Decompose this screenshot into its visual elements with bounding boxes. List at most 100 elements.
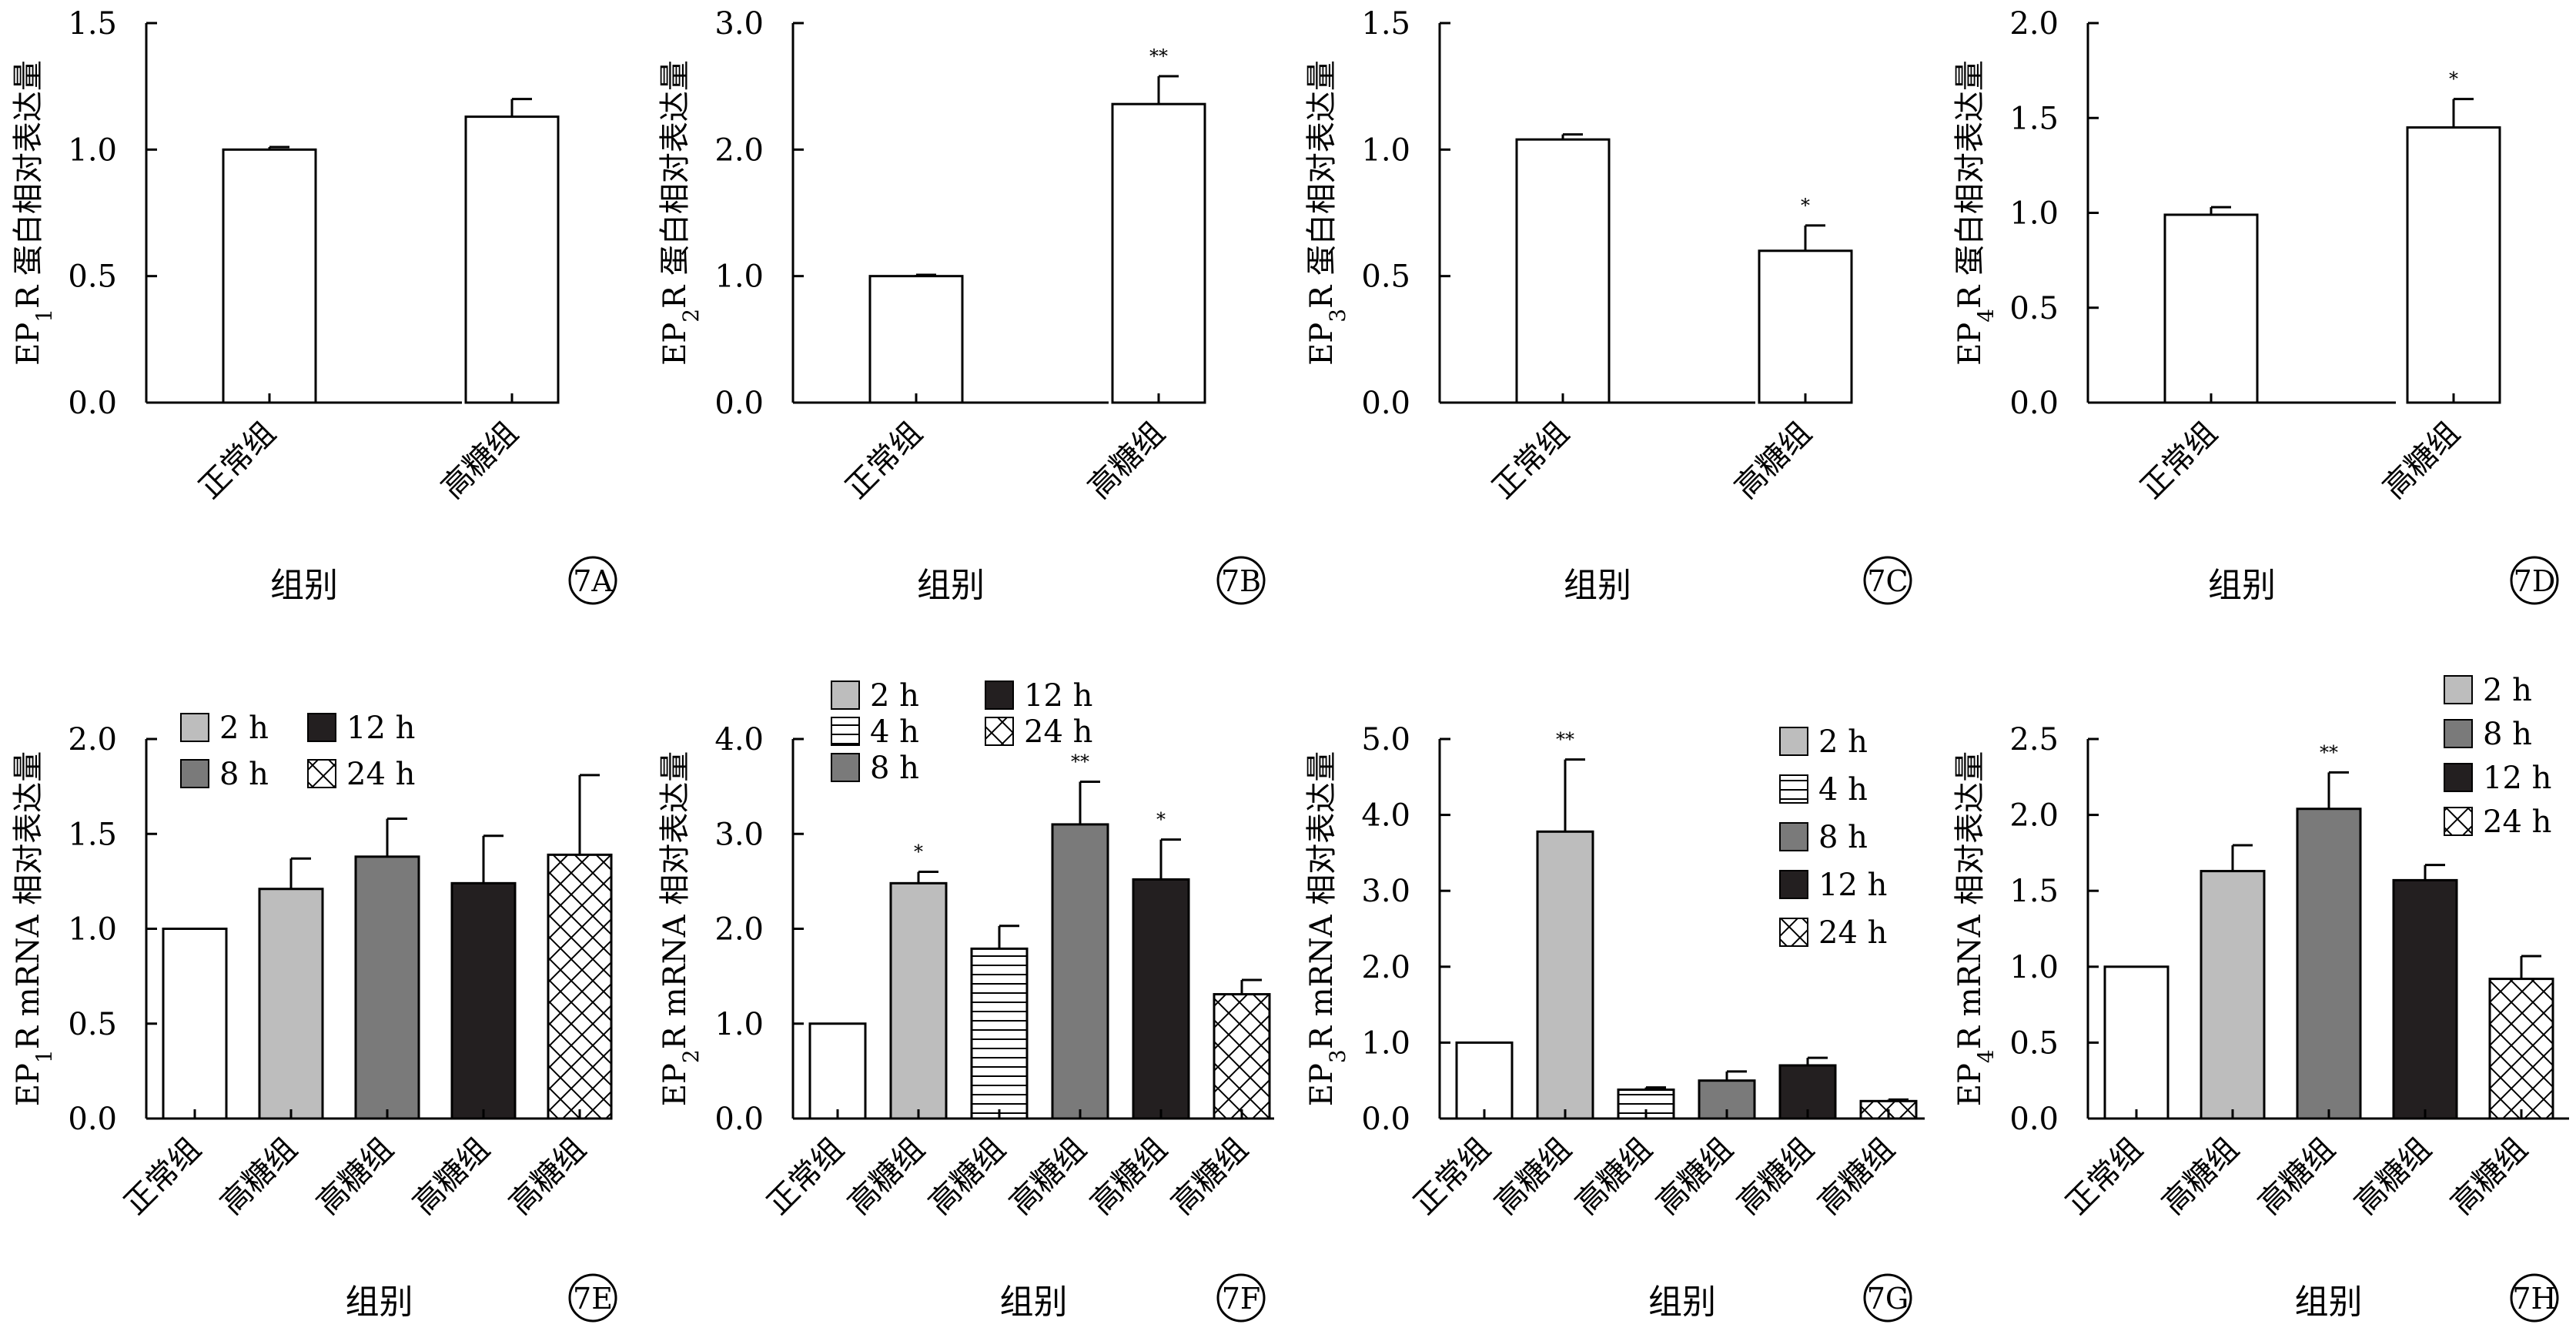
y-axis-label: EP2R 蛋白相对表达量 xyxy=(657,60,704,366)
legend-label: 4 h xyxy=(1818,772,1868,808)
x-axis-label: 组别 xyxy=(2208,566,2276,605)
category-label: 高糖组 xyxy=(503,1132,593,1222)
bar xyxy=(1536,830,1594,1120)
category-label: 高糖组 xyxy=(1812,1132,1902,1222)
y-tick-label: 1.5 xyxy=(2009,874,2059,909)
x-axis-label: 组别 xyxy=(346,1282,413,1322)
category-label: 高糖组 xyxy=(1003,1132,1093,1222)
significance-mark: * xyxy=(1156,809,1166,831)
bar xyxy=(1111,102,1206,404)
panel-label: 7F xyxy=(1222,1282,1261,1316)
legend-label: 2 h xyxy=(1818,724,1868,760)
legend-label: 2 h xyxy=(219,711,269,746)
legend-label: 12 h xyxy=(346,711,415,746)
legend-swatch xyxy=(2444,807,2473,836)
y-tick-label: 1.5 xyxy=(68,6,117,42)
y-tick-label: 3.0 xyxy=(714,817,764,852)
y-axis-label-sub: 3 xyxy=(1325,309,1350,323)
bar xyxy=(464,115,560,404)
legend-swatch xyxy=(2444,763,2473,792)
bar xyxy=(2488,978,2554,1120)
legend-label: 8 h xyxy=(219,757,269,792)
legend-swatch xyxy=(831,717,860,746)
y-tick-label: 3.0 xyxy=(1361,874,1410,909)
y-tick-label: 2.0 xyxy=(714,912,764,948)
y-tick-label: 0.5 xyxy=(2009,1025,2059,1061)
legend-label: 24 h xyxy=(1024,714,1092,750)
bar xyxy=(162,928,228,1120)
legend: 2 h 12 h 4 h 24 h 8 h xyxy=(831,678,1092,786)
y-tick-label: 1.0 xyxy=(68,132,117,168)
bar xyxy=(1758,249,1853,404)
y-tick-label: 2.0 xyxy=(1361,950,1410,985)
y-tick-label: 1.5 xyxy=(2009,101,2059,136)
legend-label: 8 h xyxy=(870,751,919,786)
category-label: 高糖组 xyxy=(435,416,525,506)
y-tick-label: 1.0 xyxy=(714,1007,764,1042)
legend-swatch xyxy=(985,717,1014,746)
category-label: 高糖组 xyxy=(214,1132,304,1222)
y-tick-label: 1.5 xyxy=(1361,6,1410,42)
y-tick-label: 2.5 xyxy=(2009,722,2059,757)
y-axis-label-sub: 1 xyxy=(32,309,57,323)
y-axis-label-post: R 蛋白相对表达量 xyxy=(1952,60,1988,309)
category-label: 高糖组 xyxy=(841,1132,932,1222)
y-tick-label: 0.0 xyxy=(1361,1102,1410,1137)
legend-swatch xyxy=(831,753,860,782)
y-tick-label: 0.0 xyxy=(2009,1102,2059,1137)
y-tick-label: 2.0 xyxy=(2009,6,2059,42)
y-axis-label-sub: 2 xyxy=(678,309,704,323)
y-tick-label: 0.0 xyxy=(68,1102,117,1137)
bar xyxy=(808,1022,867,1120)
legend-label: 12 h xyxy=(1818,868,1887,903)
bar xyxy=(222,148,317,404)
category-label: 高糖组 xyxy=(2252,1132,2342,1222)
significance-mark: ** xyxy=(1071,751,1089,772)
category-label: 高糖组 xyxy=(1650,1132,1740,1222)
legend-swatch xyxy=(1779,774,1808,804)
panel-label: 7G xyxy=(1867,1282,1909,1316)
y-tick-label: 4.0 xyxy=(714,722,764,757)
y-tick-label: 2.0 xyxy=(2009,798,2059,834)
legend-swatch xyxy=(1779,727,1808,756)
legend-label: 12 h xyxy=(1024,678,1092,714)
category-label: 高糖组 xyxy=(1084,1132,1174,1222)
y-tick-label: 0.5 xyxy=(68,1007,117,1042)
significance-mark: ** xyxy=(1556,729,1574,751)
category-label: 高糖组 xyxy=(1731,1132,1821,1222)
y-tick-label: 2.0 xyxy=(714,132,764,168)
bar xyxy=(970,947,1029,1120)
y-tick-label: 1.0 xyxy=(1361,1025,1410,1061)
bar xyxy=(2392,878,2458,1120)
y-axis-label-pre: EP xyxy=(1304,1063,1340,1106)
y-tick-label: 1.0 xyxy=(2009,196,2059,232)
panel-label: 7H xyxy=(2512,1282,2556,1316)
bar xyxy=(1455,1041,1514,1120)
significance-mark: * xyxy=(2449,69,2458,90)
x-axis-label: 组别 xyxy=(917,566,985,605)
panel-label: 7B xyxy=(1221,564,1261,598)
legend-swatch xyxy=(2444,719,2473,748)
bar xyxy=(2200,870,2266,1120)
y-tick-label: 0.0 xyxy=(714,1102,764,1137)
category-label: 正常组 xyxy=(1486,416,1576,506)
category-label: 高糖组 xyxy=(2377,416,2467,506)
y-axis-label-post: R mRNA 相对表达量 xyxy=(11,751,46,1049)
legend-label: 24 h xyxy=(346,757,415,792)
legend-swatch xyxy=(1779,918,1808,947)
y-tick-label: 0.0 xyxy=(2009,386,2059,421)
y-axis-label-pre: EP xyxy=(11,1063,46,1106)
panel-label-circle xyxy=(1863,556,1912,605)
y-axis-label-post: R mRNA 相对表达量 xyxy=(1304,751,1340,1049)
y-axis-label-post: R 蛋白相对表达量 xyxy=(657,60,693,309)
legend-label: 24 h xyxy=(2483,804,2551,840)
panel-label: 7D xyxy=(2514,564,2556,598)
y-tick-label: 0.0 xyxy=(68,386,117,421)
panel-label-circle xyxy=(1216,1273,1266,1323)
legend-swatch xyxy=(831,681,860,710)
category-label: 高糖组 xyxy=(310,1132,400,1222)
